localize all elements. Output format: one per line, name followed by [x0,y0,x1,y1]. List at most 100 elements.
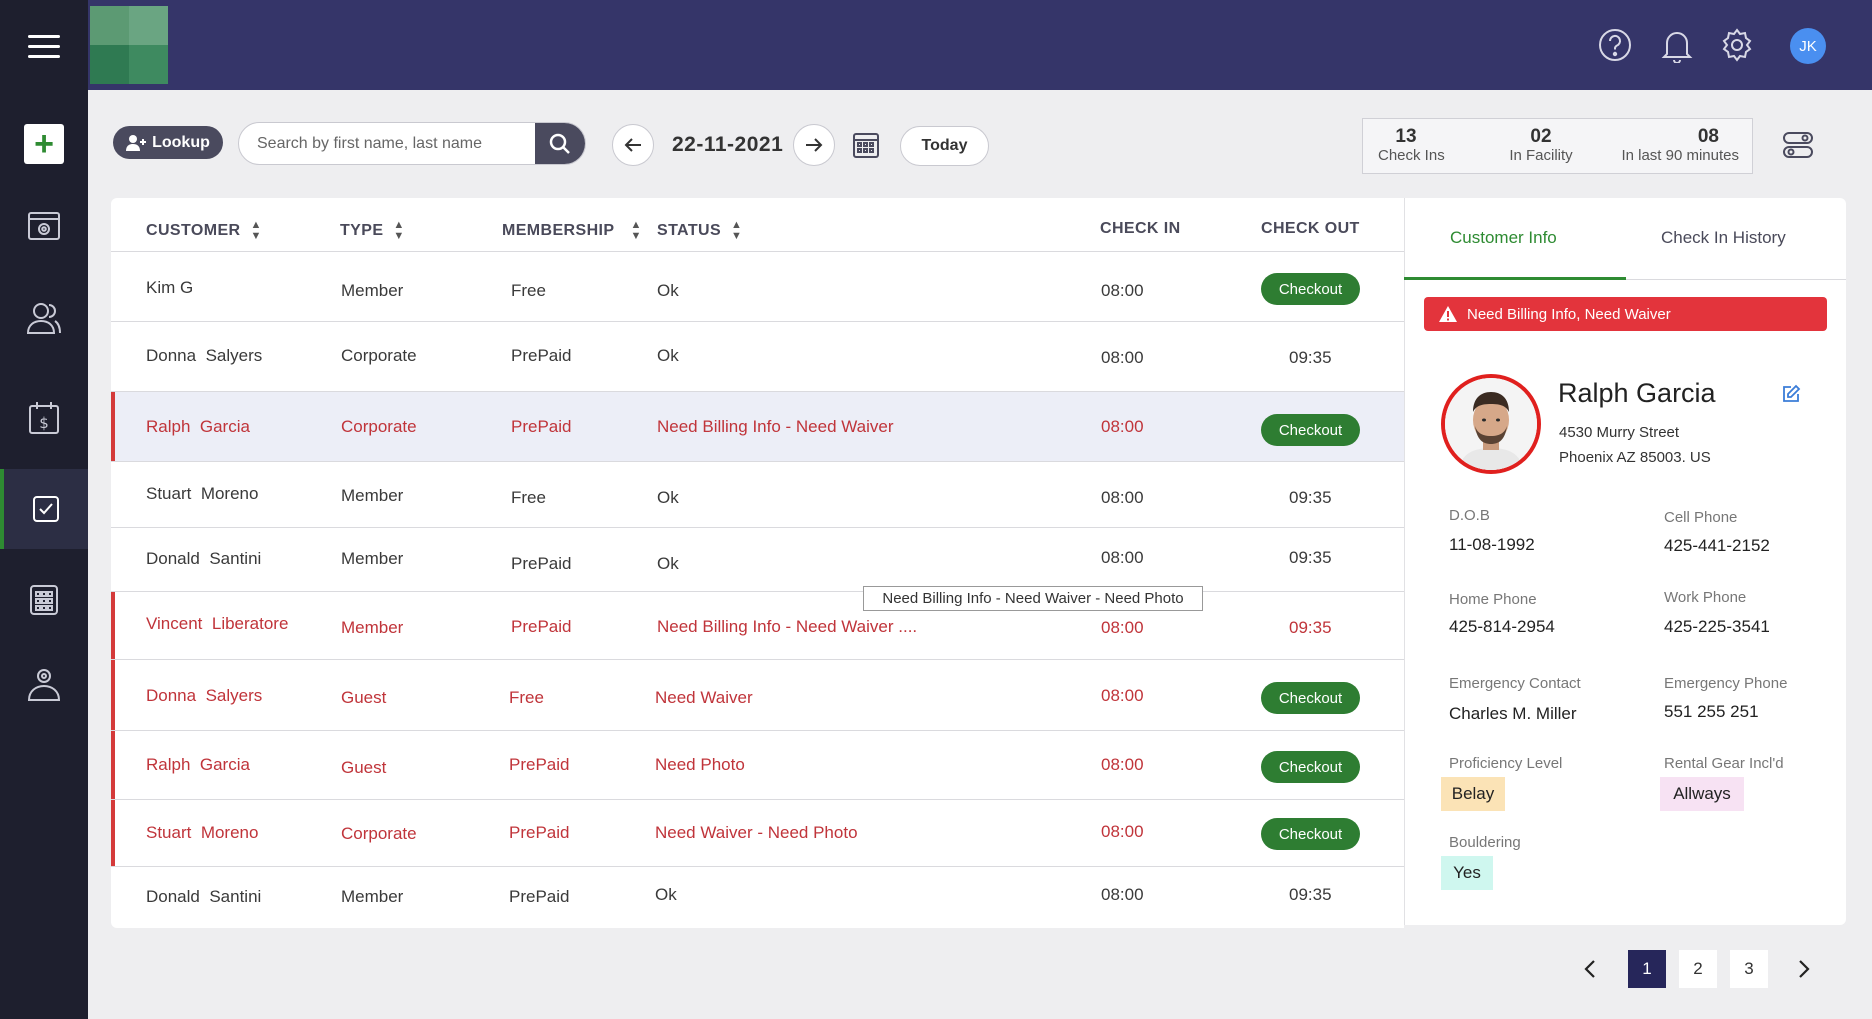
pagination-page-2[interactable]: 2 [1679,950,1717,988]
customer-name: Ralph Garcia [146,417,250,436]
check-in-time: 08:00 [1101,686,1144,705]
users-icon [26,303,61,334]
dob-value: 11-08-1992 [1449,535,1535,554]
sidebar-item-grid[interactable] [0,560,88,640]
divider [1626,279,1846,280]
dob-label: D.O.B [1449,507,1490,524]
work-phone-label: Work Phone [1664,589,1747,606]
search-input[interactable] [257,123,547,164]
top-header: JK [88,0,1872,90]
checkout-button[interactable]: Checkout [1261,414,1360,446]
column-header-customer[interactable]: CUSTOMER ▲ ▼ [146,219,262,242]
bell-icon[interactable] [1658,26,1696,64]
divider [111,866,1404,867]
membership: Free [511,281,546,300]
membership: PrePaid [509,823,570,842]
menu-icon[interactable] [0,6,88,86]
tab-customer-info[interactable]: Customer Info [1450,228,1557,247]
pagination-next-button[interactable] [1785,950,1823,988]
check-out-time: 09:35 [1289,618,1332,637]
search-button[interactable] [535,123,585,164]
sidebar-item-customers[interactable] [0,278,88,358]
home-phone-label: Home Phone [1449,591,1537,608]
divider [111,659,1404,660]
address-line-1: 4530 Murry Street [1559,424,1680,441]
bouldering-badge: Yes [1441,856,1493,890]
address-line-2: Phoenix AZ 85003. US [1559,449,1711,466]
check-in-time: 08:00 [1101,885,1144,904]
alert-text: Need Billing Info, Need Waiver [1467,305,1671,323]
sort-icon: ▲ ▼ [630,219,642,242]
pagination-previous-button[interactable] [1571,950,1609,988]
lookup-button[interactable]: Lookup [113,126,223,159]
sidebar-item-check-in[interactable] [0,469,88,549]
divider [111,251,1404,252]
grid-icon [30,585,58,615]
divider [111,321,1404,322]
membership: PrePaid [511,617,572,636]
tab-check-in-history[interactable]: Check In History [1661,228,1786,247]
sidebar: + $ [0,0,88,1019]
help-icon[interactable] [1596,26,1634,64]
arrow-right-icon [806,138,823,152]
column-header-membership[interactable]: MEMBERSHIP ▲ ▼ [502,219,642,242]
customer-name: Donald Santini [146,549,262,568]
checkout-button[interactable]: Checkout [1261,273,1360,305]
customer-type: Corporate [341,824,417,843]
checkbox-icon [33,496,59,522]
status: Ok [657,281,679,300]
membership: Free [509,688,544,707]
stat-check-ins: 13 Check Ins [1378,126,1445,165]
sidebar-item-billing[interactable]: $ [0,378,88,458]
previous-day-button[interactable] [612,124,654,166]
billing-calendar-icon: $ [29,402,59,434]
user-avatar[interactable]: JK [1790,28,1826,64]
pagination-page-3[interactable]: 3 [1730,950,1768,988]
status: Ok [657,346,679,365]
edit-icon[interactable] [1781,384,1801,404]
current-date: 22-11-2021 [672,133,784,156]
membership: Free [511,488,546,507]
checkout-button[interactable]: Checkout [1261,682,1360,714]
emergency-contact-value: Charles M. Miller [1449,704,1577,723]
check-in-time: 08:00 [1101,488,1144,507]
status: Need Photo [655,755,745,774]
customer-name: Donna Salyers [146,346,263,365]
divider [111,799,1404,800]
membership: PrePaid [509,755,570,774]
rental-gear-badge: Allways [1660,777,1744,811]
customer-name: Donna Salyers [146,686,263,705]
sidebar-item-settings-screen[interactable] [0,186,88,266]
toggle-settings-icon[interactable] [1782,130,1814,160]
arrow-left-icon [624,138,641,152]
checkout-button[interactable]: Checkout [1261,751,1360,783]
checkout-button[interactable]: Checkout [1261,818,1360,850]
check-in-time: 08:00 [1101,548,1144,567]
column-header-status[interactable]: STATUS ▲ ▼ [657,219,743,242]
customer-type: Corporate [341,417,417,436]
customer-name: Kim G [146,278,194,297]
app-logo [90,6,168,84]
sort-icon: ▲ ▼ [731,219,743,242]
today-button[interactable]: Today [900,126,989,166]
status: Ok [657,488,679,507]
status: Need Billing Info - Need Waiver .... [657,617,918,636]
membership: PrePaid [511,417,572,436]
customer-name: Stuart Moreno [146,823,259,842]
pagination-page-1[interactable]: 1 [1628,950,1666,988]
gear-icon[interactable] [1718,26,1756,64]
next-day-button[interactable] [793,124,835,166]
status: Ok [655,885,677,904]
bouldering-label: Bouldering [1449,834,1521,851]
sidebar-item-user-settings[interactable] [0,644,88,724]
customer-type: Member [341,486,404,505]
check-out-time: 09:35 [1289,885,1332,904]
sort-icon: ▲ ▼ [250,219,262,242]
add-new-button[interactable]: + [0,104,88,184]
customer-name: Vincent Liberatore [146,614,289,633]
check-in-time: 08:00 [1101,822,1144,841]
status: Need Waiver - Need Photo [655,823,858,842]
calendar-icon[interactable] [852,131,880,159]
check-out-time: 09:35 [1289,348,1332,367]
column-header-type[interactable]: TYPE ▲ ▼ [340,219,405,242]
